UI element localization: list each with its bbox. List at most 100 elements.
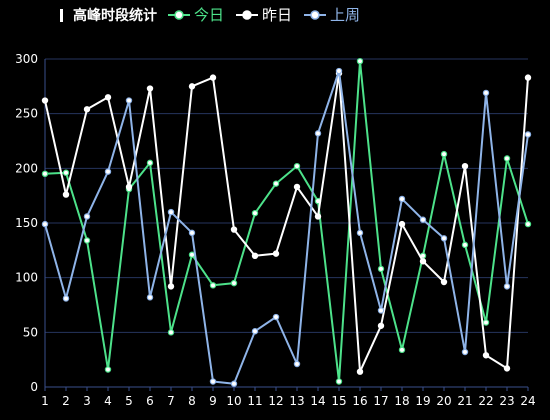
x-tick-label: 19 — [415, 394, 430, 408]
data-point — [314, 130, 322, 137]
data-point — [524, 74, 532, 81]
data-point — [272, 313, 280, 321]
x-tick-label: 11 — [247, 394, 262, 408]
data-point — [524, 131, 532, 138]
y-tick-label: 0 — [30, 380, 38, 394]
data-point — [440, 278, 448, 286]
x-tick-label: 18 — [394, 394, 409, 408]
x-tick-label: 9 — [209, 394, 217, 408]
x-tick-label: 24 — [520, 394, 535, 408]
data-point — [188, 83, 196, 90]
data-point — [461, 241, 469, 249]
x-tick-label: 8 — [188, 394, 196, 408]
data-point — [251, 252, 259, 259]
data-point — [209, 74, 217, 81]
legend-item-1[interactable]: 今日 — [168, 4, 224, 25]
data-point — [62, 295, 70, 302]
data-point — [272, 250, 280, 257]
data-point — [440, 235, 448, 242]
data-point — [188, 229, 196, 237]
data-point — [293, 183, 301, 191]
legend-swatch-icon — [304, 9, 327, 20]
x-tick-label: 12 — [268, 394, 283, 408]
x-tick-label: 13 — [289, 394, 304, 408]
chart-title: 高峰时段统计 — [60, 5, 157, 25]
x-tick-label: 10 — [226, 394, 241, 408]
data-point — [167, 329, 175, 336]
data-point — [503, 365, 511, 372]
legend-item-2[interactable]: 昨日 — [236, 4, 292, 25]
y-tick-label: 100 — [15, 271, 38, 285]
data-point — [41, 220, 49, 228]
data-point — [83, 237, 91, 244]
data-point — [146, 85, 154, 92]
x-tick-label: 6 — [146, 394, 154, 408]
x-tick-label: 23 — [499, 394, 514, 408]
data-point — [419, 216, 427, 223]
data-point — [503, 155, 511, 162]
data-point — [482, 89, 490, 97]
x-tick-label: 20 — [436, 394, 451, 408]
data-point — [482, 352, 490, 359]
legend-swatch-icon — [168, 9, 190, 20]
data-point — [125, 97, 133, 104]
data-point — [104, 168, 112, 175]
data-point — [251, 209, 259, 217]
title-marker — [60, 8, 63, 22]
data-point — [377, 322, 385, 329]
legend-label: 上周 — [330, 6, 361, 24]
x-tick-label: 16 — [352, 394, 367, 408]
data-point — [377, 265, 385, 273]
data-point — [104, 366, 112, 373]
x-tick-label: 14 — [310, 394, 325, 408]
data-point — [251, 328, 259, 335]
x-tick-label: 3 — [83, 394, 91, 408]
data-point — [398, 195, 406, 203]
data-point — [83, 213, 91, 220]
data-point — [167, 283, 175, 290]
series-line-2 — [44, 72, 529, 373]
data-point — [188, 251, 196, 258]
data-point — [356, 57, 364, 65]
data-point — [62, 191, 70, 198]
x-tick-label: 21 — [457, 394, 472, 408]
legend: 今日 昨日 上周 — [168, 4, 360, 25]
legend-swatch-icon — [236, 9, 259, 20]
data-point — [398, 346, 406, 354]
x-tick-label: 4 — [104, 394, 112, 408]
data-point — [356, 229, 364, 237]
data-point — [209, 378, 217, 385]
x-tick-label: 15 — [331, 394, 346, 408]
legend-label: 今日 — [194, 6, 225, 24]
data-point — [125, 183, 133, 191]
x-tick-label: 5 — [125, 394, 133, 408]
data-point — [356, 368, 364, 375]
data-point — [461, 348, 469, 356]
series-line-3 — [44, 70, 529, 385]
data-point — [146, 294, 154, 301]
data-point — [482, 319, 490, 326]
y-tick-label: 200 — [15, 161, 38, 175]
data-point — [230, 380, 238, 387]
data-point — [398, 220, 406, 228]
y-tick-label: 50 — [23, 325, 38, 339]
legend-label: 昨日 — [262, 6, 293, 24]
legend-item-3[interactable]: 上周 — [304, 4, 360, 25]
data-point — [104, 94, 112, 101]
data-point — [377, 307, 385, 314]
data-point — [293, 360, 301, 368]
x-tick-label: 2 — [62, 394, 70, 408]
data-point — [272, 180, 280, 187]
y-tick-label: 250 — [15, 107, 38, 121]
data-point — [230, 226, 238, 233]
data-point — [335, 67, 343, 75]
data-point — [461, 162, 469, 170]
data-point — [41, 97, 49, 104]
data-point — [419, 258, 427, 265]
chart-title-text: 高峰时段统计 — [73, 8, 157, 24]
data-point — [167, 208, 175, 216]
data-point — [41, 170, 49, 177]
data-point — [83, 106, 91, 113]
x-tick-label: 17 — [373, 394, 388, 408]
